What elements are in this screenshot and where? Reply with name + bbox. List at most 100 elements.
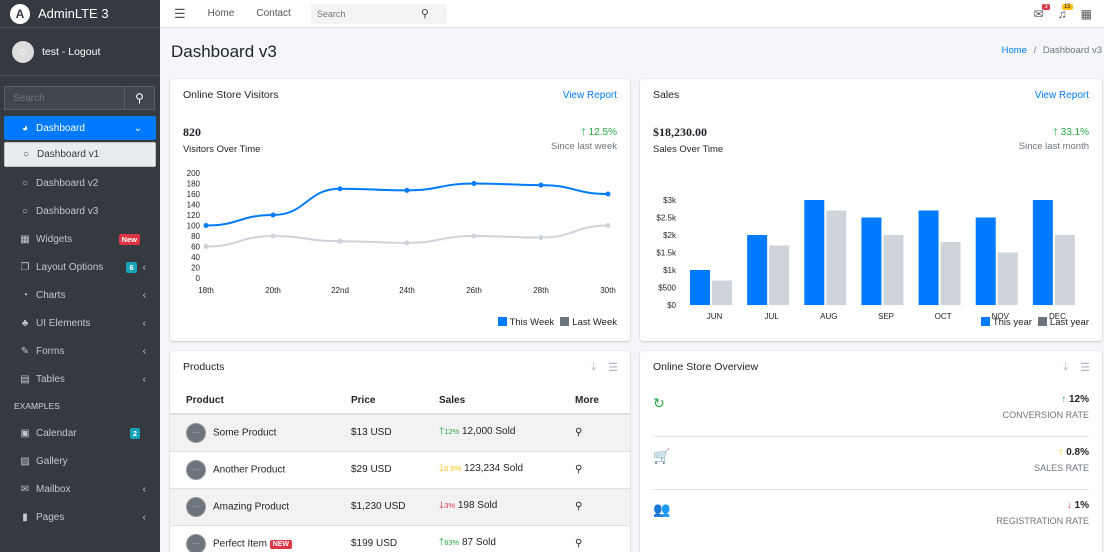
legend-this-year: This year xyxy=(980,317,1032,328)
y-tick-label: 200 xyxy=(187,169,201,178)
search-icon[interactable]: ⚲ xyxy=(575,464,583,475)
bar xyxy=(861,217,882,305)
sales-card: Sales View Report $18,230.00 Sales Over … xyxy=(640,79,1102,341)
sidebar-item-mailbox[interactable]: ✉ Mailbox ‹ xyxy=(0,475,160,503)
menu-icon[interactable]: ☰ xyxy=(608,362,618,374)
sidebar-item-calendar[interactable]: ▣ Calendar 2 xyxy=(0,419,160,447)
grid-icon[interactable]: ▦ xyxy=(1080,6,1092,21)
overview-label: REGISTRATION RATE xyxy=(996,516,1089,526)
legend-last-year: Last year xyxy=(1037,317,1089,328)
brand-link[interactable]: A AdminLTE 3 xyxy=(0,0,160,28)
sidebar-item-dashboard-v3[interactable]: ○ Dashboard v3 xyxy=(0,197,160,225)
page-title: Dashboard v3 xyxy=(171,42,277,61)
x-tick-label: 28th xyxy=(533,286,549,295)
download-icon[interactable]: ⤓ xyxy=(1063,361,1069,373)
y-tick-label: 100 xyxy=(187,222,201,231)
sidebar-search-input[interactable] xyxy=(4,86,125,110)
search-icon[interactable]: ⚲ xyxy=(575,501,583,512)
circle-icon: ○ xyxy=(22,149,30,160)
bar xyxy=(747,235,768,305)
refresh-icon: ↻ xyxy=(653,395,665,411)
sales-bar-chart: $0 $500 $1k $1.5k $2k $2.5k $3k JUN JUL AUG SEP OCT… xyxy=(656,196,1075,321)
sidebar-item-gallery[interactable]: ▨ Gallery xyxy=(0,447,160,475)
sidebar-item-ui-elements[interactable]: ♣ UI Elements ‹ xyxy=(0,309,160,337)
menu-icon[interactable]: ☰ xyxy=(1080,362,1090,374)
sidebar-item-label: Gallery xyxy=(36,455,68,467)
bar xyxy=(940,242,961,305)
messages-icon[interactable]: ✉ 3 xyxy=(1033,3,1050,21)
brand-name: AdminLTE 3 xyxy=(38,6,109,21)
nav-link-home[interactable]: Home xyxy=(207,8,235,19)
data-point xyxy=(404,187,410,193)
y-tick-label: 120 xyxy=(187,211,201,220)
calendar-icon: ▣ xyxy=(20,427,30,439)
sales-change-value: 33.1% xyxy=(1060,127,1089,138)
card-tools: ⤓ ☰ xyxy=(1063,361,1090,374)
nav-header-examples: EXAMPLES xyxy=(14,401,60,411)
sidebar-item-layout[interactable]: ❐ Layout Options 6 ‹ xyxy=(0,253,160,281)
chart-legend: This year Last year xyxy=(980,317,1089,328)
sidebar-item-label: Forms xyxy=(36,345,65,357)
visitors-change-value: 12.5% xyxy=(588,127,617,138)
column-header: More xyxy=(559,388,630,415)
data-point xyxy=(203,223,209,228)
sidebar-item-dashboard-v1[interactable]: ○ Dashboard v1 xyxy=(4,142,156,167)
sidebar-item-label: Dashboard v1 xyxy=(37,149,100,160)
column-header: Price xyxy=(335,388,423,415)
sidebar-item-tables[interactable]: ▤ Tables ‹ xyxy=(0,365,160,393)
sidebar-search-button[interactable]: ⚲ xyxy=(125,86,155,110)
search-icon[interactable]: ⚲ xyxy=(420,8,429,20)
y-tick-label: $500 xyxy=(658,284,676,293)
overview-row-sales: 🛒 ↑ 0.8% SALES RATE xyxy=(653,437,1089,490)
breadcrumb-home[interactable]: Home xyxy=(1001,45,1027,56)
product-price: $199 USD xyxy=(335,524,423,552)
circle-icon: ○ xyxy=(21,205,29,217)
card-tools: ⤓ ☰ xyxy=(591,361,618,374)
sidebar-item-charts[interactable]: ◔ Charts ‹ xyxy=(0,281,160,309)
menu-toggle-icon[interactable]: ☰ xyxy=(174,5,186,21)
view-report-link[interactable]: View Report xyxy=(562,90,617,101)
sidebar-item-forms[interactable]: ✎ Forms ‹ xyxy=(0,337,160,365)
sidebar-item-pages[interactable]: ▮ Pages ‹ xyxy=(0,503,160,531)
user-panel[interactable]: ☺ test - Logout xyxy=(0,28,160,76)
download-icon[interactable]: ⤓ xyxy=(591,361,597,373)
product-price: $1,230 USD xyxy=(335,487,423,525)
column-header: Product xyxy=(170,388,335,415)
sidebar-item-dashboard-v2[interactable]: ○ Dashboard v2 xyxy=(0,169,160,197)
user-logout-link[interactable]: test - Logout xyxy=(42,45,101,58)
sidebar-item-label: Dashboard xyxy=(36,122,85,134)
y-tick-label: $3k xyxy=(663,196,677,205)
chevron-left-icon: ‹ xyxy=(142,345,146,357)
y-tick-label: 40 xyxy=(191,253,200,262)
navbar-search: ⚲ xyxy=(310,3,447,24)
product-image: ··· xyxy=(186,533,206,552)
product-sold: 123,234 Sold xyxy=(464,463,524,474)
card-title: Online Store Overview xyxy=(653,361,759,373)
chevron-left-icon: ‹ xyxy=(142,511,146,523)
sidebar-item-label: Tables xyxy=(36,373,65,385)
tree-icon: ♣ xyxy=(21,317,29,329)
x-tick-label: JUN xyxy=(707,312,723,321)
data-point xyxy=(538,182,544,188)
sidebar-item-dashboard[interactable]: ◕ Dashboard ⌄ xyxy=(4,116,156,140)
circle-icon: ○ xyxy=(21,177,29,189)
product-name: Amazing Product xyxy=(213,501,290,513)
chevron-down-icon: ⌄ xyxy=(133,122,142,134)
count-badge: 6 xyxy=(126,261,137,273)
sidebar-item-widgets[interactable]: ▦ Widgets New xyxy=(0,225,160,253)
x-tick-label: 18th xyxy=(198,286,214,295)
x-tick-label: 26th xyxy=(466,286,482,295)
navbar-search-input[interactable] xyxy=(310,8,421,19)
search-icon[interactable]: ⚲ xyxy=(575,427,583,439)
data-point xyxy=(270,233,276,239)
data-point xyxy=(270,212,276,218)
nav-link-contact[interactable]: Contact xyxy=(256,8,291,19)
search-icon: ⚲ xyxy=(135,91,144,105)
search-icon[interactable]: ⚲ xyxy=(575,538,583,550)
x-tick-label: 30th xyxy=(600,286,616,295)
sales-total: $18,230.00 xyxy=(653,125,707,139)
bell-icon[interactable]: ♫ 15 xyxy=(1057,3,1073,21)
x-tick-label: DEC xyxy=(1049,312,1066,321)
view-report-link[interactable]: View Report xyxy=(1034,90,1089,101)
